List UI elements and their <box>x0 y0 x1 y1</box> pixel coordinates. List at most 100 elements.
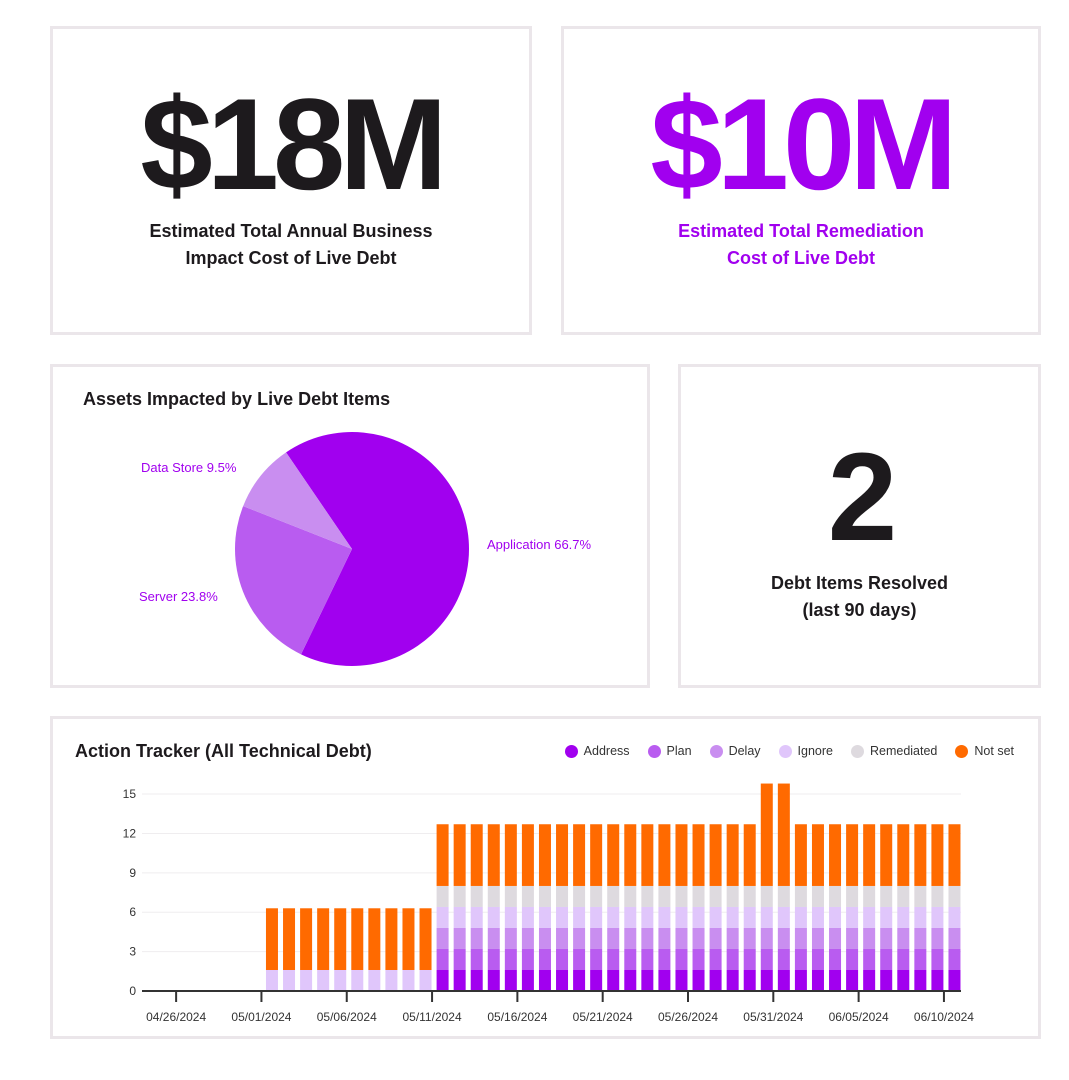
bar-segment-not-set[interactable] <box>607 824 620 886</box>
bar-segment-delay[interactable] <box>573 927 586 949</box>
bar-segment-delay[interactable] <box>777 927 790 949</box>
bar-segment-address[interactable] <box>794 969 807 991</box>
bar-segment-ignore[interactable] <box>709 906 722 928</box>
bar-segment-remediated[interactable] <box>521 885 534 907</box>
bar-segment-plan[interactable] <box>846 948 859 970</box>
bar-segment-plan[interactable] <box>794 948 807 970</box>
bar-segment-address[interactable] <box>624 969 637 991</box>
bar-segment-delay[interactable] <box>880 927 893 949</box>
bar-segment-not-set[interactable] <box>334 908 347 970</box>
bar-segment-delay[interactable] <box>470 927 483 949</box>
bar-segment-remediated[interactable] <box>846 885 859 907</box>
bar-segment-ignore[interactable] <box>504 906 517 928</box>
bar-segment-delay[interactable] <box>556 927 569 949</box>
bar-segment-plan[interactable] <box>948 948 961 970</box>
bar-segment-plan[interactable] <box>658 948 671 970</box>
bar-segment-address[interactable] <box>897 969 910 991</box>
bar-segment-address[interactable] <box>641 969 654 991</box>
bar-segment-plan[interactable] <box>590 948 603 970</box>
bar-segment-not-set[interactable] <box>300 908 313 970</box>
legend-item-plan[interactable]: Plan <box>647 744 692 758</box>
bar-segment-ignore[interactable] <box>675 906 688 928</box>
bar-segment-delay[interactable] <box>897 927 910 949</box>
bar-segment-plan[interactable] <box>504 948 517 970</box>
bar-segment-remediated[interactable] <box>794 885 807 907</box>
bar-segment-remediated[interactable] <box>726 885 739 907</box>
bar-segment-ignore[interactable] <box>453 906 466 928</box>
bar-segment-plan[interactable] <box>573 948 586 970</box>
bar-segment-delay[interactable] <box>641 927 654 949</box>
bar-segment-remediated[interactable] <box>436 885 449 907</box>
bar-segment-remediated[interactable] <box>777 885 790 907</box>
bar-segment-address[interactable] <box>743 969 756 991</box>
bar-segment-address[interactable] <box>760 969 773 991</box>
bar-segment-address[interactable] <box>863 969 876 991</box>
bar-segment-delay[interactable] <box>607 927 620 949</box>
bar-segment-not-set[interactable] <box>829 824 842 886</box>
bar-segment-plan[interactable] <box>743 948 756 970</box>
bar-segment-address[interactable] <box>914 969 927 991</box>
bar-segment-not-set[interactable] <box>590 824 603 886</box>
bar-segment-ignore[interactable] <box>283 969 296 991</box>
bar-segment-not-set[interactable] <box>624 824 637 886</box>
bar-segment-address[interactable] <box>931 969 944 991</box>
bar-segment-not-set[interactable] <box>556 824 569 886</box>
bar-segment-delay[interactable] <box>658 927 671 949</box>
bar-segment-plan[interactable] <box>777 948 790 970</box>
bar-segment-delay[interactable] <box>846 927 859 949</box>
bar-segment-ignore[interactable] <box>931 906 944 928</box>
bar-segment-address[interactable] <box>675 969 688 991</box>
pie-slice-server[interactable] <box>235 506 352 655</box>
bar-segment-remediated[interactable] <box>829 885 842 907</box>
bar-segment-remediated[interactable] <box>863 885 876 907</box>
bar-segment-address[interactable] <box>556 969 569 991</box>
bar-segment-not-set[interactable] <box>641 824 654 886</box>
bar-segment-not-set[interactable] <box>931 824 944 886</box>
bar-segment-not-set[interactable] <box>453 824 466 886</box>
bar-segment-remediated[interactable] <box>948 885 961 907</box>
bar-segment-ignore[interactable] <box>402 969 415 991</box>
bar-segment-address[interactable] <box>521 969 534 991</box>
bar-segment-ignore[interactable] <box>300 969 313 991</box>
bar-segment-plan[interactable] <box>726 948 739 970</box>
bar-segment-delay[interactable] <box>538 927 551 949</box>
bar-segment-ignore[interactable] <box>846 906 859 928</box>
bar-segment-not-set[interactable] <box>521 824 534 886</box>
legend-item-address[interactable]: Address <box>564 744 630 758</box>
bar-segment-delay[interactable] <box>436 927 449 949</box>
bar-segment-not-set[interactable] <box>265 908 278 970</box>
bar-segment-address[interactable] <box>607 969 620 991</box>
bar-segment-ignore[interactable] <box>760 906 773 928</box>
legend-item-ignore[interactable]: Ignore <box>778 744 833 758</box>
bar-segment-plan[interactable] <box>641 948 654 970</box>
bar-segment-ignore[interactable] <box>436 906 449 928</box>
bar-segment-not-set[interactable] <box>436 824 449 886</box>
bar-segment-address[interactable] <box>487 969 500 991</box>
bar-segment-ignore[interactable] <box>624 906 637 928</box>
bar-segment-ignore[interactable] <box>658 906 671 928</box>
bar-segment-not-set[interactable] <box>368 908 381 970</box>
bar-segment-ignore[interactable] <box>641 906 654 928</box>
bar-segment-address[interactable] <box>658 969 671 991</box>
bar-segment-not-set[interactable] <box>317 908 330 970</box>
bar-segment-address[interactable] <box>538 969 551 991</box>
bar-segment-ignore[interactable] <box>726 906 739 928</box>
bar-segment-plan[interactable] <box>709 948 722 970</box>
bar-segment-ignore[interactable] <box>556 906 569 928</box>
bar-segment-not-set[interactable] <box>777 783 790 886</box>
bar-segment-not-set[interactable] <box>897 824 910 886</box>
bar-segment-remediated[interactable] <box>880 885 893 907</box>
bar-segment-not-set[interactable] <box>538 824 551 886</box>
bar-segment-not-set[interactable] <box>351 908 364 970</box>
bar-segment-ignore[interactable] <box>914 906 927 928</box>
bar-segment-plan[interactable] <box>811 948 824 970</box>
bar-segment-ignore[interactable] <box>948 906 961 928</box>
bar-segment-plan[interactable] <box>931 948 944 970</box>
bar-segment-remediated[interactable] <box>914 885 927 907</box>
bar-segment-remediated[interactable] <box>470 885 483 907</box>
bar-segment-address[interactable] <box>880 969 893 991</box>
bar-segment-remediated[interactable] <box>590 885 603 907</box>
bar-segment-delay[interactable] <box>624 927 637 949</box>
bar-segment-not-set[interactable] <box>863 824 876 886</box>
bar-segment-not-set[interactable] <box>743 824 756 886</box>
